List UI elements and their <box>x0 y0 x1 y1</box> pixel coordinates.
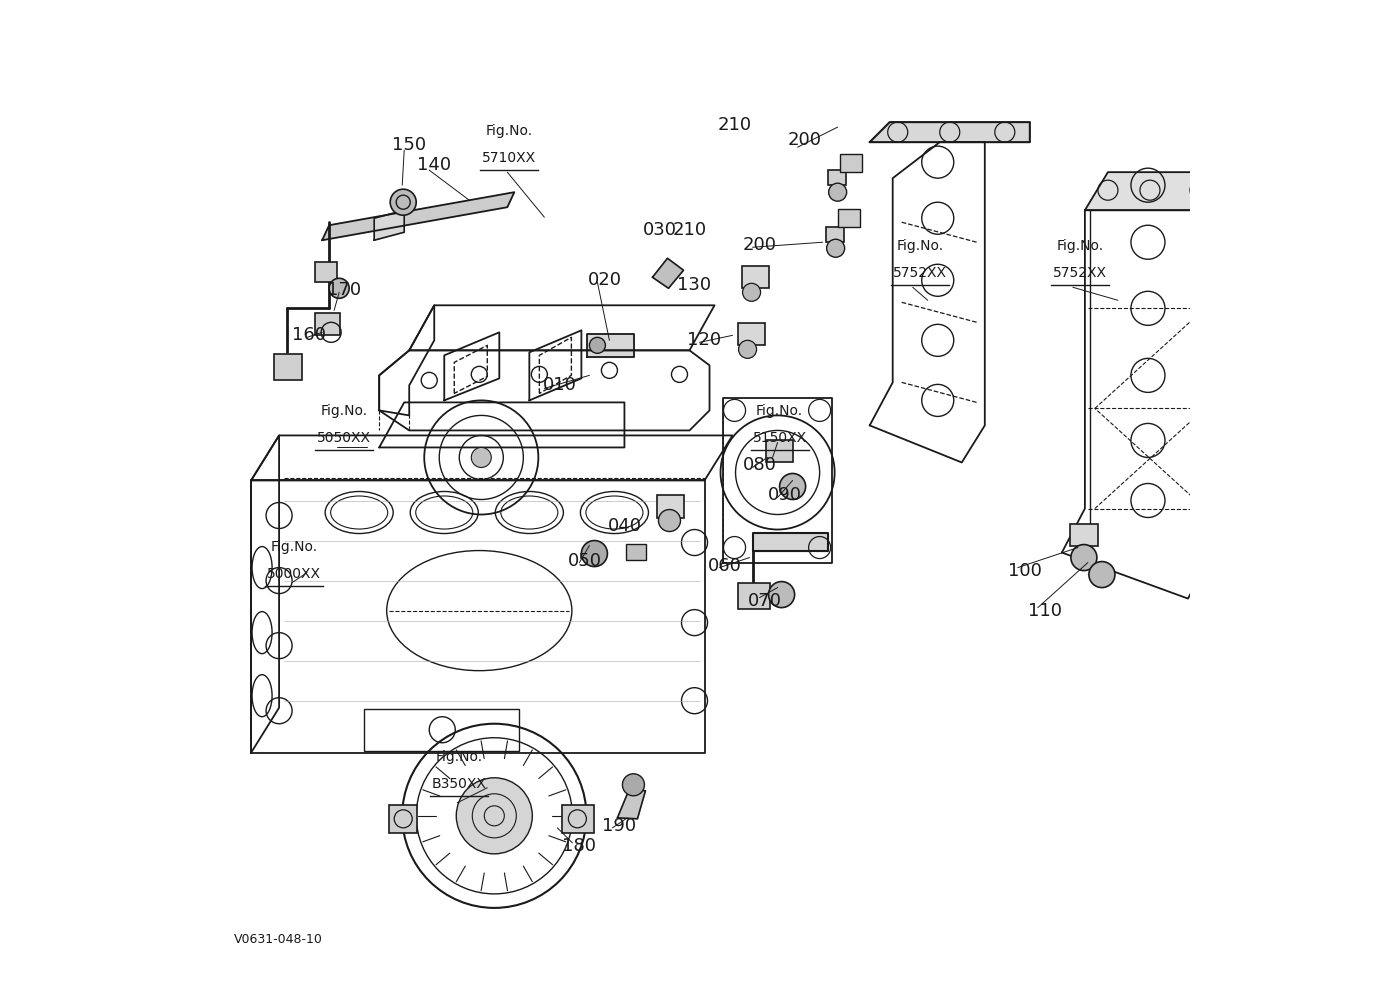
Text: 020: 020 <box>587 271 622 289</box>
Bar <box>1070 524 1098 546</box>
Text: Fig.No.: Fig.No. <box>436 750 483 764</box>
Bar <box>626 544 647 560</box>
Text: 190: 190 <box>603 817 637 835</box>
Polygon shape <box>587 334 634 357</box>
Text: 150: 150 <box>392 136 426 154</box>
Polygon shape <box>1085 172 1212 210</box>
Text: 030: 030 <box>643 221 677 239</box>
Text: 100: 100 <box>1008 562 1041 580</box>
Text: 200: 200 <box>742 236 776 254</box>
Bar <box>827 170 845 185</box>
Circle shape <box>589 337 605 353</box>
Text: 5000XX: 5000XX <box>268 567 321 581</box>
Polygon shape <box>652 258 684 288</box>
Text: 080: 080 <box>743 456 776 474</box>
Text: Fig.No.: Fig.No. <box>270 540 317 554</box>
Text: 090: 090 <box>768 486 801 505</box>
Circle shape <box>582 541 607 567</box>
Circle shape <box>779 473 805 499</box>
Text: 5710XX: 5710XX <box>483 151 536 165</box>
Text: 140: 140 <box>418 156 451 174</box>
Text: Fig.No.: Fig.No. <box>1056 239 1103 253</box>
Circle shape <box>1089 562 1116 588</box>
Bar <box>316 262 336 282</box>
Circle shape <box>390 189 416 215</box>
Text: 070: 070 <box>747 592 782 610</box>
Text: 160: 160 <box>292 326 325 344</box>
Text: 210: 210 <box>673 221 706 239</box>
Bar <box>274 354 302 380</box>
Text: 120: 120 <box>688 331 721 349</box>
Text: 050: 050 <box>567 552 601 570</box>
Polygon shape <box>323 192 514 240</box>
Text: 180: 180 <box>563 837 596 855</box>
Text: 5752XX: 5752XX <box>892 266 947 280</box>
Text: 5150XX: 5150XX <box>753 431 807 445</box>
Circle shape <box>658 510 680 532</box>
Text: Fig.No.: Fig.No. <box>756 404 803 418</box>
Bar <box>389 805 418 833</box>
Text: 110: 110 <box>1027 602 1062 620</box>
Text: 040: 040 <box>607 517 641 535</box>
Circle shape <box>456 778 532 854</box>
Circle shape <box>739 340 757 358</box>
Text: 210: 210 <box>717 116 752 134</box>
Circle shape <box>330 278 349 298</box>
Bar <box>563 805 594 833</box>
Polygon shape <box>753 533 827 551</box>
Circle shape <box>1071 545 1096 571</box>
Text: V0631-048-10: V0631-048-10 <box>234 933 323 946</box>
Text: 200: 200 <box>787 131 822 149</box>
Text: Fig.No.: Fig.No. <box>896 239 943 253</box>
Text: 010: 010 <box>542 376 576 394</box>
Bar <box>742 266 768 288</box>
Circle shape <box>826 239 845 257</box>
Circle shape <box>768 582 794 608</box>
Text: Fig.No.: Fig.No. <box>485 124 532 138</box>
Text: 5050XX: 5050XX <box>317 431 371 445</box>
Text: 130: 130 <box>677 276 712 294</box>
Circle shape <box>742 283 761 301</box>
Text: 060: 060 <box>707 557 742 575</box>
Text: 170: 170 <box>327 281 361 299</box>
Bar <box>837 209 859 227</box>
Polygon shape <box>618 789 645 819</box>
Circle shape <box>472 447 491 467</box>
Bar <box>658 495 684 518</box>
Polygon shape <box>870 122 1030 142</box>
Circle shape <box>622 774 644 796</box>
Bar <box>826 227 844 242</box>
Polygon shape <box>374 210 404 240</box>
Bar <box>738 323 764 345</box>
Text: B350XX: B350XX <box>432 777 487 791</box>
Bar <box>738 583 769 609</box>
Bar <box>840 154 862 172</box>
Circle shape <box>829 183 847 201</box>
Text: 5752XX: 5752XX <box>1054 266 1107 280</box>
Bar <box>364 709 520 751</box>
Bar <box>316 313 341 335</box>
Text: Fig.No.: Fig.No. <box>320 404 368 418</box>
Bar <box>765 440 793 462</box>
